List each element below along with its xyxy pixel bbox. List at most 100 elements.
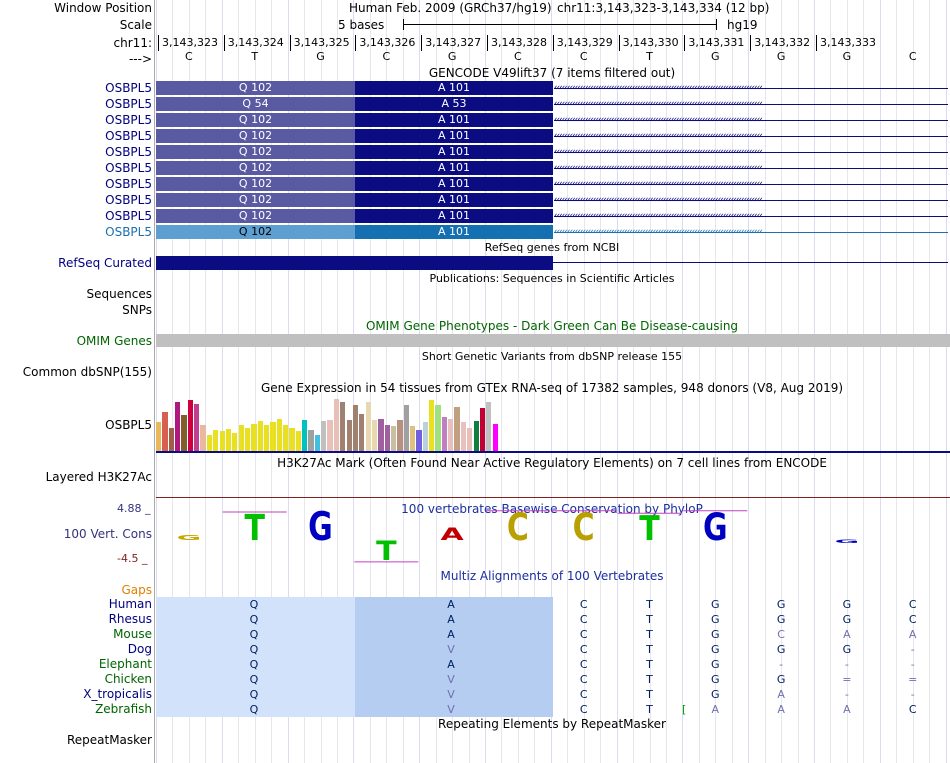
gtex-tissue-bar[interactable] [321,421,327,451]
species-label[interactable]: Human [108,597,152,611]
gtex-tissue-bar[interactable] [156,422,162,451]
snps-label[interactable]: SNPs [122,303,152,317]
gtex-tissue-bar[interactable] [333,399,340,451]
phylop-label[interactable]: 100 Vert. Cons [63,527,152,541]
gtex-tissue-bar[interactable] [225,429,232,451]
omim-label[interactable]: OMIM Genes [76,334,152,348]
gencode-transcript[interactable]: Q 102 A 101 ‹‹‹‹‹‹‹‹‹‹‹‹‹‹‹‹‹‹‹‹‹‹‹‹‹‹‹‹‹‹… [156,113,950,127]
gtex-tissue-bar[interactable] [492,424,498,451]
sequences-label[interactable]: Sequences [86,287,152,301]
gtex-tissue-bar[interactable] [206,435,213,451]
gencode-transcript[interactable]: Q 102 A 101 ‹‹‹‹‹‹‹‹‹‹‹‹‹‹‹‹‹‹‹‹‹‹‹‹‹‹‹‹‹‹… [156,225,950,239]
gtex-tissue-bar[interactable] [359,414,365,451]
gencode-transcript[interactable]: Q 102 A 101 ‹‹‹‹‹‹‹‹‹‹‹‹‹‹‹‹‹‹‹‹‹‹‹‹‹‹‹‹‹‹… [156,81,950,95]
gtex-tissue-bar[interactable] [384,425,390,451]
gtex-tissue-bar[interactable] [283,425,289,451]
gtex-tissue-bar[interactable] [403,405,409,451]
gtex-tissue-bar[interactable] [263,425,270,451]
species-label[interactable]: Chicken [104,672,152,686]
gtex-tissue-bar[interactable] [276,419,282,451]
gtex-tissue-bar[interactable] [213,430,219,451]
gtex-tissue-bar[interactable] [168,428,174,451]
gtex-tissue-bar[interactable] [416,430,422,451]
species-label[interactable]: Mouse [113,627,152,641]
refseq-exon[interactable] [156,256,553,270]
gtex-label[interactable]: OSBPL5 [105,418,152,432]
gencode-row-label[interactable]: OSBPL5 [105,113,152,127]
gtex-tissue-bar[interactable] [238,425,244,451]
scale-label[interactable]: Scale [119,18,152,32]
gtex-tissue-bar[interactable] [352,405,359,451]
gtex-tissue-bar[interactable] [390,426,397,451]
refseq-label[interactable]: RefSeq Curated [58,256,152,270]
chrom-label[interactable]: chr11: [113,36,152,50]
gtex-tissue-bar[interactable] [232,433,238,451]
dbsnp-label[interactable]: Common dbSNP(155) [22,365,152,379]
gtex-tissue-bar[interactable] [378,419,384,451]
window-position-label[interactable]: Window Position [54,1,152,15]
gencode-row-label[interactable]: OSBPL5 [105,129,152,143]
species-label[interactable]: Rhesus [108,612,152,626]
gtex-tissue-bar[interactable] [295,431,301,451]
gencode-row-label[interactable]: OSBPL5 [105,193,152,207]
gtex-tissue-bar[interactable] [479,408,486,451]
multiz-species-row[interactable]: Q V C T A A A C [ [156,702,950,717]
gencode-transcript[interactable]: Q 102 A 101 ‹‹‹‹‹‹‹‹‹‹‹‹‹‹‹‹‹‹‹‹‹‹‹‹‹‹‹‹‹‹… [156,193,950,207]
gtex-tissue-bar[interactable] [219,431,225,451]
gencode-row-label[interactable]: OSBPL5 [105,161,152,175]
gencode-transcript[interactable]: Q 102 A 101 ‹‹‹‹‹‹‹‹‹‹‹‹‹‹‹‹‹‹‹‹‹‹‹‹‹‹‹‹‹‹… [156,161,950,175]
gtex-tissue-bar[interactable] [460,422,467,451]
gtex-tissue-bar[interactable] [187,400,194,451]
gtex-tissue-bar[interactable] [422,422,428,451]
gencode-transcript[interactable]: Q 54 A 53 ‹‹‹‹‹‹‹‹‹‹‹‹‹‹‹‹‹‹‹‹‹‹‹‹‹‹‹‹‹‹‹‹… [156,97,950,111]
gtex-tissue-bar[interactable] [365,402,371,451]
h3k27ac-label[interactable]: Layered H3K27Ac [45,470,152,484]
gtex-tissue-bar[interactable] [467,428,473,451]
gtex-tissue-bar[interactable] [175,402,181,451]
gtex-tissue-bar[interactable] [181,415,187,451]
gtex-tissue-bar[interactable] [270,422,276,451]
omim-bar[interactable] [156,334,950,347]
gencode-transcript[interactable]: Q 102 A 101 ‹‹‹‹‹‹‹‹‹‹‹‹‹‹‹‹‹‹‹‹‹‹‹‹‹‹‹‹‹‹… [156,129,950,143]
species-label[interactable]: Zebrafish [95,702,152,716]
repeatmasker-label[interactable]: RepeatMasker [66,733,152,747]
gencode-transcript[interactable]: Q 102 A 101 ‹‹‹‹‹‹‹‹‹‹‹‹‹‹‹‹‹‹‹‹‹‹‹‹‹‹‹‹‹‹… [156,209,950,223]
gtex-tissue-bar[interactable] [454,407,460,451]
gtex-tissue-bar[interactable] [162,412,168,451]
strand-label[interactable]: ---> [128,52,152,66]
gtex-tissue-bar[interactable] [486,402,492,451]
gaps-label[interactable]: Gaps [121,583,152,597]
gencode-row-label[interactable]: OSBPL5 [105,145,152,159]
gtex-tissue-bar[interactable] [257,421,263,451]
gencode-row-label[interactable]: OSBPL5 [105,177,152,191]
species-label[interactable]: X_tropicalis [83,687,152,701]
gtex-tissue-bar[interactable] [308,430,314,451]
gtex-tissue-bar[interactable] [448,419,454,451]
gtex-tissue-bar[interactable] [200,425,206,451]
gencode-row-label[interactable]: OSBPL5 [105,81,152,95]
gtex-tissue-bar[interactable] [302,420,308,451]
gtex-tissue-bar[interactable] [314,435,321,451]
gtex-tissue-bar[interactable] [289,428,295,451]
gencode-row-label[interactable]: OSBPL5 [105,225,152,239]
gtex-tissue-bar[interactable] [429,400,435,451]
gtex-tissue-bar[interactable] [244,428,251,451]
gencode-row-label[interactable]: OSBPL5 [105,209,152,223]
gtex-tissue-bar[interactable] [194,404,200,451]
gtex-tissue-bar[interactable] [410,426,416,451]
gtex-tissue-bar[interactable] [435,405,441,451]
gtex-tissue-bar[interactable] [251,424,257,451]
gencode-transcript[interactable]: Q 102 A 101 ‹‹‹‹‹‹‹‹‹‹‹‹‹‹‹‹‹‹‹‹‹‹‹‹‹‹‹‹‹‹… [156,145,950,159]
gencode-transcript[interactable]: Q 102 A 101 ‹‹‹‹‹‹‹‹‹‹‹‹‹‹‹‹‹‹‹‹‹‹‹‹‹‹‹‹‹‹… [156,177,950,191]
species-label[interactable]: Elephant [98,657,152,671]
gtex-tissue-bar[interactable] [346,420,352,451]
gtex-tissue-bar[interactable] [441,417,448,451]
gtex-tissue-bar[interactable] [340,402,346,451]
multiz-species-row[interactable]: Q V C T G G = = [156,672,950,687]
